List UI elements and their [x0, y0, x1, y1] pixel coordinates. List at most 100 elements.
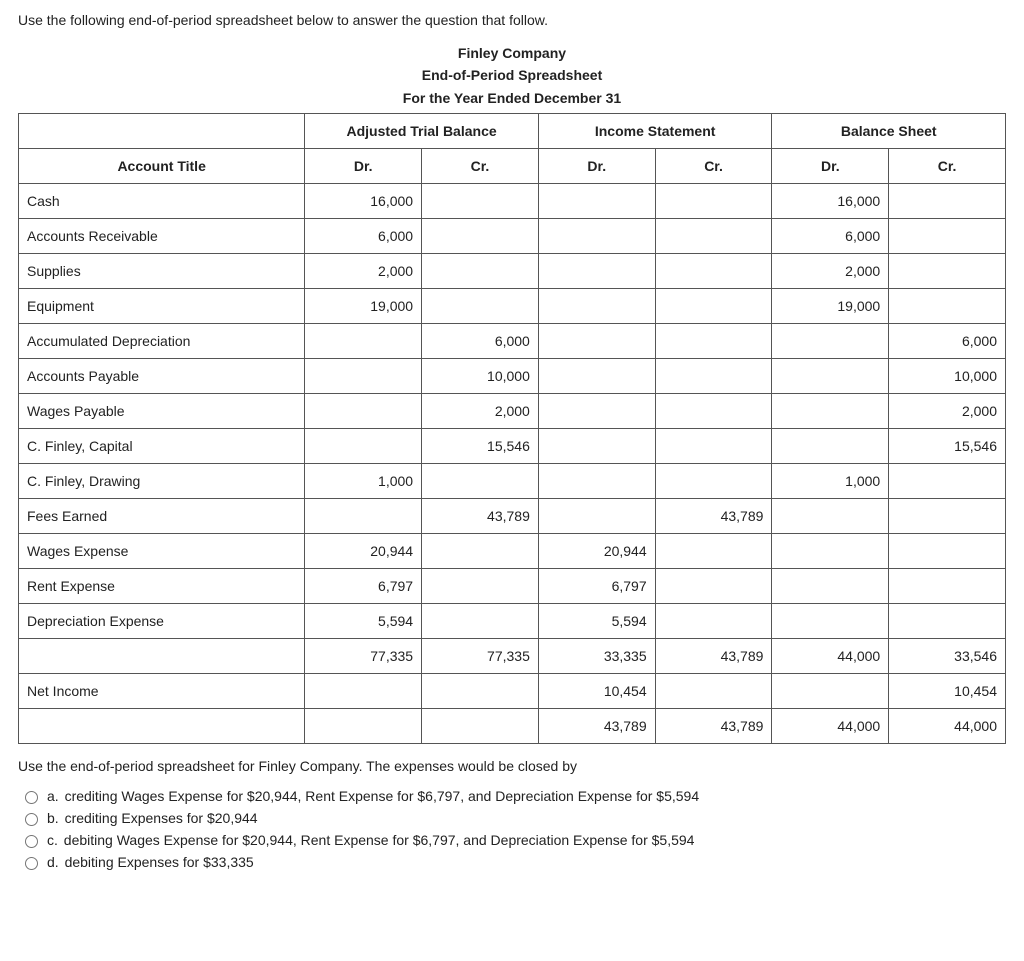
- cell-is-dr: [538, 324, 655, 359]
- cell-atb-dr: 1,000: [305, 464, 422, 499]
- cell-atb-dr: 19,000: [305, 289, 422, 324]
- answer-option[interactable]: b. crediting Expenses for $20,944: [20, 810, 1006, 826]
- table-row: C. Finley, Drawing1,0001,000: [19, 464, 1006, 499]
- cell-bs-dr: 16,000: [772, 184, 889, 219]
- cell-account-title: [19, 709, 305, 744]
- cell-is-cr: [655, 184, 772, 219]
- cell-bs-dr: 44,000: [772, 709, 889, 744]
- answer-option-text: crediting Expenses for $20,944: [61, 810, 258, 826]
- table-row: Supplies2,0002,000: [19, 254, 1006, 289]
- spreadsheet-table: Adjusted Trial Balance Income Statement …: [18, 113, 1006, 744]
- cell-bs-dr: 19,000: [772, 289, 889, 324]
- cell-is-cr: [655, 534, 772, 569]
- cell-is-dr: [538, 464, 655, 499]
- answer-option-label: c. debiting Wages Expense for $20,944, R…: [47, 832, 694, 848]
- answer-radio[interactable]: [25, 835, 38, 848]
- cell-atb-cr: 43,789: [422, 499, 539, 534]
- cell-atb-cr: [422, 254, 539, 289]
- table-row: Accounts Payable10,00010,000: [19, 359, 1006, 394]
- answer-radio[interactable]: [25, 791, 38, 804]
- cell-is-cr: 43,789: [655, 499, 772, 534]
- cell-account-title: Depreciation Expense: [19, 604, 305, 639]
- cell-atb-dr: 77,335: [305, 639, 422, 674]
- answer-option[interactable]: d. debiting Expenses for $33,335: [20, 854, 1006, 870]
- col-header-is-dr: Dr.: [538, 149, 655, 184]
- cell-is-dr: 20,944: [538, 534, 655, 569]
- col-header-account-title: Account Title: [19, 149, 305, 184]
- cell-atb-cr: 10,000: [422, 359, 539, 394]
- cell-is-dr: [538, 289, 655, 324]
- cell-is-dr: [538, 394, 655, 429]
- cell-is-dr: 10,454: [538, 674, 655, 709]
- cell-account-title: Cash: [19, 184, 305, 219]
- cell-bs-cr: [889, 569, 1006, 604]
- cell-bs-dr: [772, 569, 889, 604]
- answer-option-key: d.: [47, 854, 59, 870]
- table-row: C. Finley, Capital 15,546 15,546: [19, 429, 1006, 464]
- cell-bs-cr: [889, 254, 1006, 289]
- cell-is-cr: [655, 569, 772, 604]
- answer-option-key: a.: [47, 788, 59, 804]
- cell-atb-dr: [305, 709, 422, 744]
- cell-account-title: [19, 639, 305, 674]
- cell-bs-dr: [772, 324, 889, 359]
- cell-account-title: Supplies: [19, 254, 305, 289]
- cell-atb-dr: 16,000: [305, 184, 422, 219]
- cell-bs-dr: 2,000: [772, 254, 889, 289]
- table-row: 43,78943,78944,00044,000: [19, 709, 1006, 744]
- cell-is-dr: [538, 219, 655, 254]
- cell-atb-cr: [422, 709, 539, 744]
- cell-is-cr: [655, 604, 772, 639]
- cell-account-title: Equipment: [19, 289, 305, 324]
- cell-account-title: Accounts Receivable: [19, 219, 305, 254]
- table-row: Net Income10,45410,454: [19, 674, 1006, 709]
- table-row: Rent Expense6,7976,797: [19, 569, 1006, 604]
- cell-bs-cr: 33,546: [889, 639, 1006, 674]
- cell-is-dr: 6,797: [538, 569, 655, 604]
- cell-bs-dr: 44,000: [772, 639, 889, 674]
- cell-bs-cr: 44,000: [889, 709, 1006, 744]
- cell-atb-dr: 5,594: [305, 604, 422, 639]
- cell-account-title: Fees Earned: [19, 499, 305, 534]
- cell-atb-dr: [305, 429, 422, 464]
- cell-is-cr: [655, 674, 772, 709]
- group-header-row: Adjusted Trial Balance Income Statement …: [19, 114, 1006, 149]
- cell-is-dr: [538, 429, 655, 464]
- cell-atb-cr: 15,546: [422, 429, 539, 464]
- cell-is-dr: [538, 184, 655, 219]
- cell-bs-cr: [889, 534, 1006, 569]
- cell-atb-dr: 6,000: [305, 219, 422, 254]
- answer-option[interactable]: a. crediting Wages Expense for $20,944, …: [20, 788, 1006, 804]
- answer-option-key: c.: [47, 832, 58, 848]
- answer-option[interactable]: c. debiting Wages Expense for $20,944, R…: [20, 832, 1006, 848]
- cell-is-cr: [655, 394, 772, 429]
- cell-bs-cr: 10,000: [889, 359, 1006, 394]
- answer-option-label: d. debiting Expenses for $33,335: [47, 854, 254, 870]
- cell-atb-cr: 6,000: [422, 324, 539, 359]
- table-row: Depreciation Expense5,5945,594: [19, 604, 1006, 639]
- cell-bs-dr: [772, 394, 889, 429]
- cell-is-dr: 5,594: [538, 604, 655, 639]
- answer-radio[interactable]: [25, 813, 38, 826]
- cell-atb-dr: [305, 674, 422, 709]
- col-header-is-cr: Cr.: [655, 149, 772, 184]
- table-row: Accumulated Depreciation6,0006,000: [19, 324, 1006, 359]
- group-header-atb: Adjusted Trial Balance: [305, 114, 539, 149]
- table-row: Wages Payable2,0002,000: [19, 394, 1006, 429]
- answer-radio[interactable]: [25, 857, 38, 870]
- answer-option-text: crediting Wages Expense for $20,944, Ren…: [61, 788, 699, 804]
- cell-atb-cr: [422, 464, 539, 499]
- cell-is-dr: [538, 254, 655, 289]
- cell-atb-cr: [422, 184, 539, 219]
- cell-atb-cr: 77,335: [422, 639, 539, 674]
- cell-bs-dr: [772, 499, 889, 534]
- cell-atb-dr: 20,944: [305, 534, 422, 569]
- cell-account-title: C. Finley, Capital: [19, 429, 305, 464]
- cell-atb-dr: [305, 359, 422, 394]
- cell-bs-cr: 15,546: [889, 429, 1006, 464]
- cell-bs-dr: [772, 604, 889, 639]
- cell-account-title: Wages Payable: [19, 394, 305, 429]
- cell-is-cr: [655, 254, 772, 289]
- cell-is-dr: 43,789: [538, 709, 655, 744]
- cell-bs-cr: 10,454: [889, 674, 1006, 709]
